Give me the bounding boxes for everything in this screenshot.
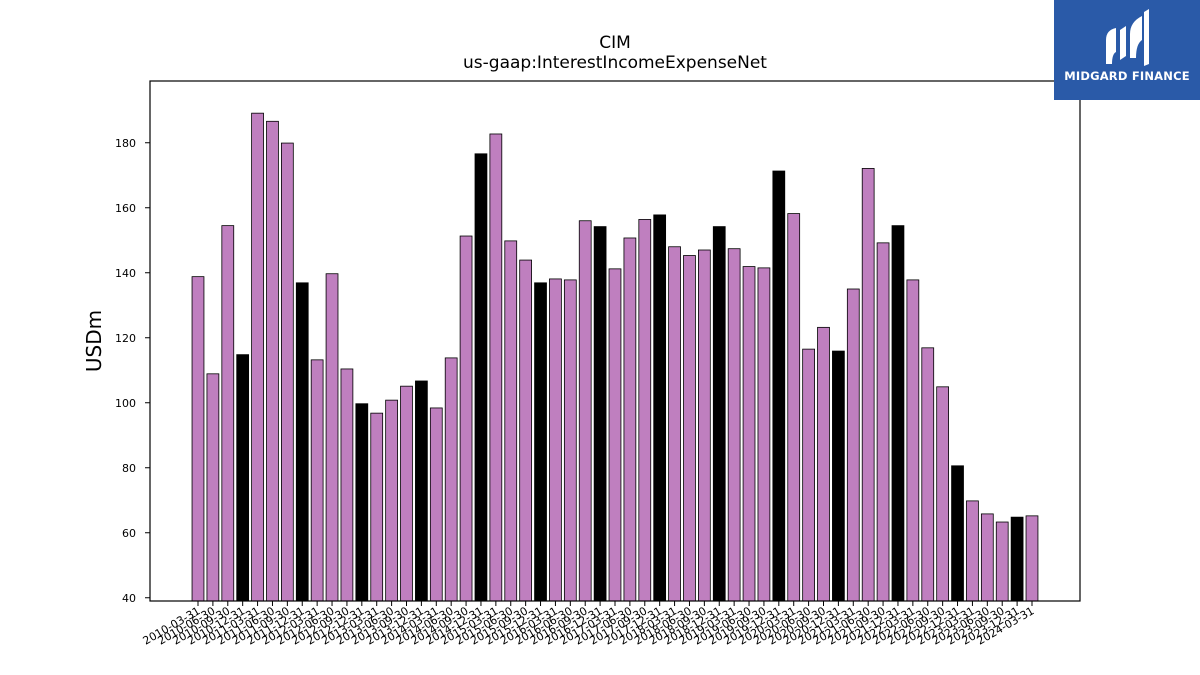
bar-2010-03-31 [191,276,205,602]
bar-2023-12-31 [1010,516,1024,602]
y-tick-label: 40 [122,592,136,605]
bar-2014-06-30 [444,357,458,602]
bar-2020-09-30 [817,326,830,602]
bar-2017-06-30 [623,237,637,602]
bar-2020-03-31 [787,213,801,602]
bar-2010-06-30 [206,373,220,602]
y-tick-label: 120 [115,332,136,345]
bar-2015-06-30 [504,240,518,602]
bar-2019-03-31 [727,248,741,602]
bar-2019-06-30 [742,266,756,602]
bar-2022-09-30 [936,386,950,602]
midgard-finance-logo: MIDGARD FINANCE [1054,0,1200,100]
bar-2016-12-31 [593,226,607,602]
bar-2023-09-30 [995,521,1009,602]
bar-2010-12-31 [236,354,250,602]
bar-2018-06-30 [683,255,696,602]
bar-2012-12-31 [355,403,369,602]
bar-2014-09-30 [459,235,473,602]
y-tick-label: 160 [115,202,136,215]
x-axis: 2010-03-312010-06-302010-09-302010-12-31… [141,601,1037,648]
bar-2018-12-31 [712,226,726,602]
y-tick-label: 140 [115,267,136,280]
bar-2011-12-31 [295,282,309,602]
bar-2013-09-30 [400,385,413,602]
bar-2014-03-31 [429,407,443,602]
logo-text: MIDGARD FINANCE [1064,69,1190,83]
bar-2013-03-31 [370,412,384,602]
bar-2016-06-30 [563,279,577,602]
y-axis-label: USDm [82,310,106,372]
logo-mark-icon [1106,9,1149,66]
bar-2014-12-31 [474,153,488,602]
bar-2017-03-31 [608,268,622,602]
bar-2021-12-31 [891,225,905,602]
y-tick-label: 100 [115,397,136,410]
bars-group [191,112,1039,602]
bar-2012-06-30 [325,273,339,602]
bar-2019-09-30 [757,267,771,602]
bar-2013-12-31 [415,380,428,602]
bar-2021-09-30 [876,242,890,602]
bar-2015-03-31 [489,133,503,602]
bar-2016-09-30 [578,220,592,602]
bar-2023-03-31 [966,500,979,602]
bar-2024-03-31 [1025,515,1039,602]
bar-2017-09-30 [638,219,652,602]
bar-2011-09-30 [280,142,294,602]
bar-2022-12-31 [951,465,964,602]
y-axis: 40 60 80 100 120 140 160 180 [115,137,150,605]
y-tick-label: 60 [122,527,136,540]
bar-2015-09-30 [519,259,533,602]
bar-2021-06-30 [861,168,875,602]
bar-2012-09-30 [340,368,354,602]
bar-2018-03-31 [668,246,681,602]
bar-2023-06-30 [980,513,994,602]
bar-2020-12-31 [832,350,845,602]
bar-2013-06-30 [385,399,398,602]
bar-2018-09-30 [698,249,711,602]
bar-2021-03-31 [846,288,860,602]
bar-2017-12-31 [653,214,667,602]
y-tick-label: 180 [115,137,136,150]
bar-2016-03-31 [549,278,562,602]
chart-title: CIM [599,33,631,53]
bar-2022-06-30 [921,347,935,602]
bar-2011-03-31 [251,112,264,602]
bar-2010-09-30 [221,225,235,602]
bar-2022-03-31 [906,279,920,602]
bar-2011-06-30 [266,120,279,602]
chart-subtitle: us-gaap:InterestIncomeExpenseNet [463,53,767,73]
y-tick-label: 80 [122,462,136,475]
bar-2012-03-31 [310,359,324,602]
bar-2019-12-31 [772,170,786,602]
bar-2020-06-30 [802,348,815,602]
bar-2015-12-31 [534,282,547,602]
